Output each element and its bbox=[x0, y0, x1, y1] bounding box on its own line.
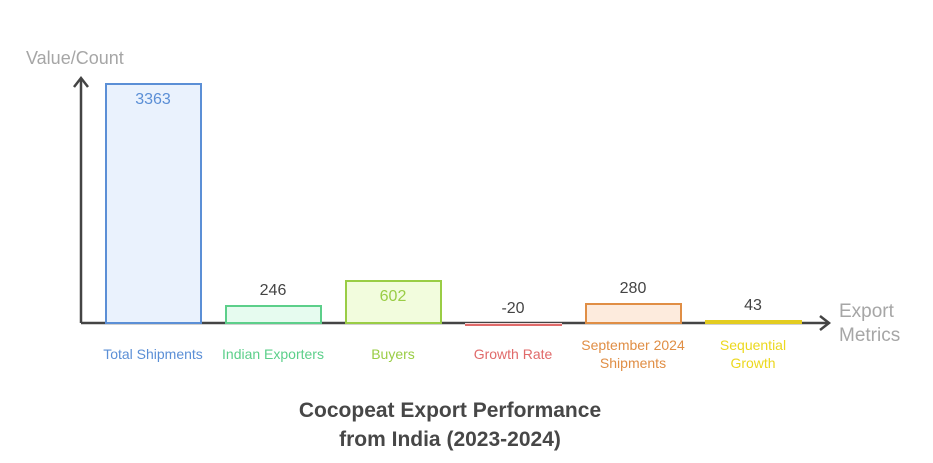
value-label-september-2024-shipments: 280 bbox=[619, 280, 647, 297]
category-label-growth-rate: Growth Rate bbox=[473, 346, 553, 362]
chart-title-line1: Cocopeat Export Performance bbox=[298, 399, 602, 422]
category-label-line2: Growth bbox=[730, 355, 776, 371]
value-label-growth-rate: -20 bbox=[501, 300, 525, 317]
value-label-buyers: 602 bbox=[379, 288, 407, 305]
category-label-line1: Sequential bbox=[719, 337, 787, 353]
bar-buyers bbox=[345, 280, 442, 324]
category-label-line2: Shipments bbox=[599, 355, 667, 371]
chart-title-line2: from India (2023-2024) bbox=[339, 428, 561, 451]
x-axis-title-line1: Export bbox=[839, 301, 894, 322]
bar-sequential-growth bbox=[705, 320, 802, 324]
chart-title: Cocopeat Export Performance from India (… bbox=[0, 396, 900, 454]
category-label-indian-exporters: Indian Exporters bbox=[222, 346, 324, 362]
category-label-september-2024-shipments: September 2024 Shipments bbox=[568, 336, 698, 372]
category-label-line1: September 2024 bbox=[581, 337, 685, 353]
value-label-sequential-growth: 43 bbox=[744, 297, 762, 314]
y-axis-arrow-icon bbox=[73, 75, 89, 88]
y-axis-title: Value/Count bbox=[26, 48, 124, 68]
x-axis-title-line2: Metrics bbox=[839, 325, 901, 346]
category-label-sequential-growth: Sequential Growth bbox=[688, 336, 818, 372]
bar-total-shipments bbox=[105, 83, 202, 324]
category-label-buyers: Buyers bbox=[371, 346, 415, 362]
bar-september-2024-shipments bbox=[585, 303, 682, 324]
value-label-indian-exporters: 246 bbox=[259, 282, 287, 299]
x-axis-arrow-icon bbox=[819, 315, 832, 331]
category-label-total-shipments: Total Shipments bbox=[103, 346, 203, 362]
bar-growth-rate bbox=[465, 323, 562, 326]
bar-indian-exporters bbox=[225, 305, 322, 324]
x-axis-title: Export Metrics bbox=[839, 300, 900, 348]
value-label-total-shipments: 3363 bbox=[135, 91, 171, 108]
